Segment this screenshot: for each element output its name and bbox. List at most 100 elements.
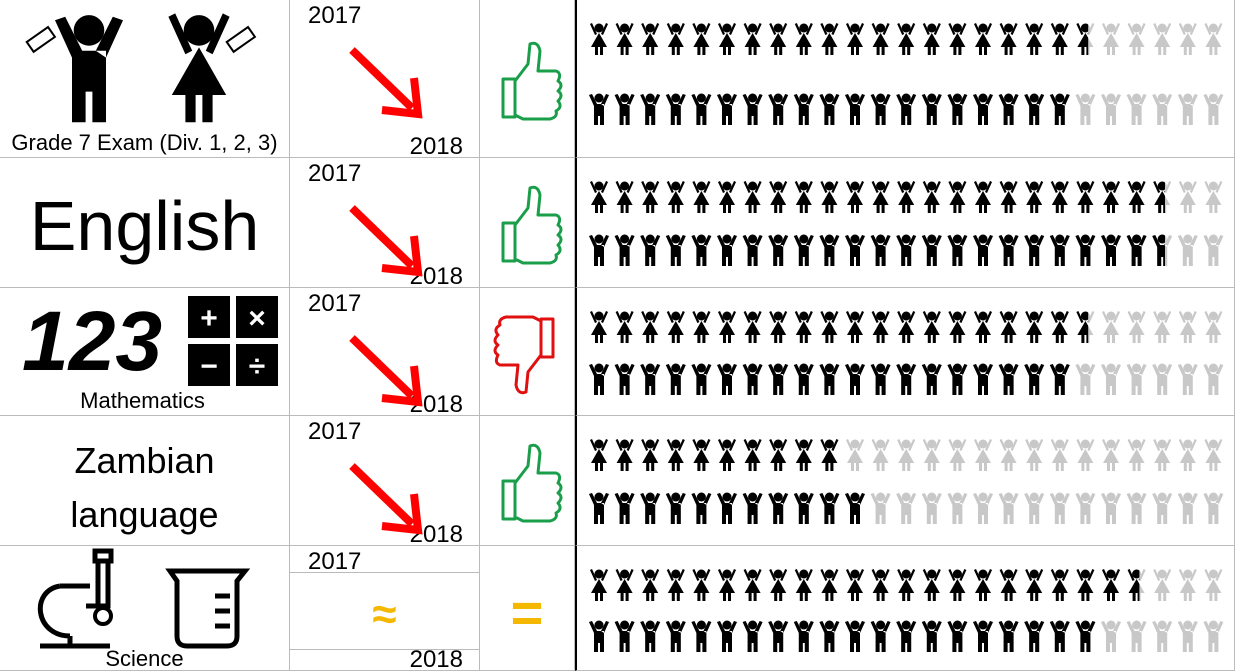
icon-head [1004, 364, 1013, 373]
icon-head [876, 312, 885, 321]
thumb [480, 158, 575, 288]
icon-head [876, 621, 885, 630]
icon-head [979, 94, 988, 103]
icon-head [1055, 570, 1064, 579]
icon-head [1081, 570, 1090, 579]
trend-cell: 20172018 [290, 0, 480, 158]
icon-head [620, 364, 629, 373]
icon-head [1183, 570, 1192, 579]
graduate-girl [168, 13, 229, 122]
icon-head [671, 621, 680, 630]
icon-head [646, 570, 655, 579]
icon-head [1158, 493, 1167, 502]
verdict-cell [480, 0, 575, 158]
subject-label: English [0, 186, 289, 266]
beaker [170, 571, 245, 646]
icon-head [646, 312, 655, 321]
icon-head [876, 24, 885, 33]
icon-head [671, 493, 680, 502]
icon-head [748, 94, 757, 103]
icon-head [1081, 621, 1090, 630]
icon-head [774, 24, 783, 33]
thumb [480, 288, 575, 416]
icon-head [825, 312, 834, 321]
pictograph-cell [575, 0, 1235, 158]
icon-head [1055, 235, 1064, 244]
icon-head [1030, 440, 1039, 449]
icon-head [799, 493, 808, 502]
icon-head [723, 94, 732, 103]
icon-head [927, 182, 936, 191]
arrow-shaft [352, 50, 412, 108]
icon-head [774, 312, 783, 321]
icon-head [1183, 182, 1192, 191]
icon-head [1183, 312, 1192, 321]
icon-head [1030, 364, 1039, 373]
icon-head [927, 24, 936, 33]
subject-label: Mathematics [0, 388, 289, 414]
icon-head [671, 94, 680, 103]
icon-head [646, 235, 655, 244]
girls-scale [590, 439, 1222, 471]
icon-head [902, 364, 911, 373]
icon-head [876, 235, 885, 244]
icon-head [902, 440, 911, 449]
icon-head [1055, 493, 1064, 502]
icon-head [902, 94, 911, 103]
icon-head [851, 440, 860, 449]
subject-cell: English [0, 158, 290, 288]
icon-head [1209, 312, 1218, 321]
icon-head [927, 570, 936, 579]
icon-head [1132, 182, 1141, 191]
icon-head [799, 94, 808, 103]
icon-head [697, 94, 706, 103]
icon-head [1158, 24, 1167, 33]
icon-head [825, 94, 834, 103]
icon-head [1209, 570, 1218, 579]
icon-head [595, 94, 604, 103]
icon-head [1158, 570, 1167, 579]
icon-head [851, 364, 860, 373]
icon-head [697, 24, 706, 33]
icon-head [748, 235, 757, 244]
icon-head [646, 440, 655, 449]
icon-head [748, 364, 757, 373]
icon-head [1209, 24, 1218, 33]
icon-head [697, 440, 706, 449]
icon-head [953, 493, 962, 502]
icon-head [799, 182, 808, 191]
icon-head [953, 94, 962, 103]
icon-head [876, 440, 885, 449]
icon-head [1055, 94, 1064, 103]
pictograph [577, 0, 1235, 158]
icon-head [979, 493, 988, 502]
diploma [27, 27, 55, 52]
verdict-cell [480, 416, 575, 546]
icon-head [1107, 364, 1116, 373]
math-numerals: 123 [22, 294, 162, 388]
icon-head [1183, 24, 1192, 33]
icon-head [774, 235, 783, 244]
icon-head [620, 312, 629, 321]
diploma [227, 27, 255, 52]
trend-cell: 20172018≈ [290, 546, 480, 671]
icon-head [953, 182, 962, 191]
subject-cell: Zambian language [0, 416, 290, 546]
icon-head [1004, 24, 1013, 33]
verdict-symbol: = [480, 580, 574, 645]
subject-label: Zambian language [0, 434, 289, 542]
pictograph-cell [575, 546, 1235, 671]
icon-head [953, 621, 962, 630]
icon-head [927, 493, 936, 502]
icon-head [1004, 493, 1013, 502]
girls-filled [590, 181, 1222, 213]
icon-head [748, 440, 757, 449]
icon-head [184, 15, 215, 46]
icon-head [1107, 94, 1116, 103]
icon-head [1055, 364, 1064, 373]
icon-head [825, 182, 834, 191]
subject-label: Grade 7 Exam (Div. 1, 2, 3) [0, 130, 289, 156]
icon-head [748, 570, 757, 579]
pictograph-cell [575, 288, 1235, 416]
icon-head [723, 621, 732, 630]
